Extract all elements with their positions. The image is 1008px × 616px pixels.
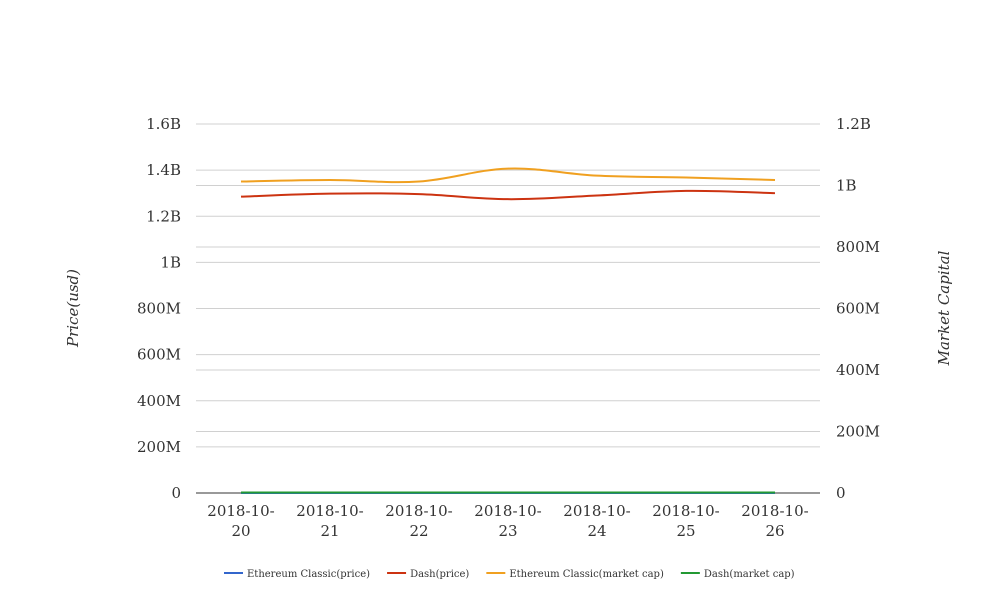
legend[interactable]: Ethereum Classic(price) Dash(price) Ethere… <box>224 569 795 580</box>
left-tick-label: 0 <box>171 484 181 502</box>
series-line-ethereum-classic-market-cap <box>240 167 776 184</box>
series-line-dash-price <box>240 189 776 201</box>
left-tick-label: 800M <box>137 300 181 318</box>
right-tick-label: 800M <box>836 238 880 256</box>
x-tick-label: 2018-10-26 <box>741 502 808 540</box>
x-tick-label: 2018-10-23 <box>474 502 541 540</box>
right-gridlines <box>196 123 820 432</box>
left-tick-label: 1.2B <box>146 207 181 225</box>
x-tick-label: 2018-10-22 <box>385 502 452 540</box>
left-tick-label: 1.6B <box>146 115 181 133</box>
x-tick-label: 2018-10-21 <box>296 502 363 540</box>
left-tick-label: 600M <box>137 346 181 364</box>
right-tick-label: 600M <box>836 300 880 318</box>
right-tick-label: 1.2B <box>836 115 871 133</box>
left-tick-label: 200M <box>137 438 181 456</box>
legend-label: Dash(price) <box>410 569 469 580</box>
legend-item-dash-market-cap[interactable]: Dash(market cap) <box>680 569 795 580</box>
x-tick-label: 2018-10-20 <box>207 502 274 540</box>
left-tick-label: 400M <box>137 392 181 410</box>
left-tick-label: 1B <box>160 253 181 271</box>
right-tick-label: 1B <box>836 177 857 195</box>
left-y-axis: 0 200M 400M 600M 800M 1B 1.2B 1.4B 1.6B <box>137 115 181 502</box>
legend-label: Dash(market cap) <box>704 569 795 580</box>
right-tick-label: 200M <box>836 423 880 441</box>
right-tick-label: 0 <box>836 484 846 502</box>
x-tick-label: 2018-10-25 <box>652 502 719 540</box>
left-axis-title: Price(usd) <box>64 269 82 348</box>
right-tick-label: 400M <box>836 361 880 379</box>
legend-label: Ethereum Classic(price) <box>247 569 370 580</box>
right-axis-title: Market Capital <box>935 250 953 366</box>
right-y-axis: 0 200M 400M 600M 800M 1B 1.2B <box>836 115 880 502</box>
left-tick-label: 1.4B <box>146 161 181 179</box>
series-lines <box>240 167 776 495</box>
legend-item-ethereum-classic-market-cap[interactable]: Ethereum Classic(market cap) <box>486 569 664 580</box>
x-tick-label: 2018-10-24 <box>563 502 630 540</box>
legend-item-ethereum-classic-price[interactable]: Ethereum Classic(price) <box>224 569 370 580</box>
x-axis: 2018-10-20 2018-10-21 2018-10-22 2018-10-23… <box>207 502 808 540</box>
legend-label: Ethereum Classic(market cap) <box>509 569 664 580</box>
legend-item-dash-price[interactable]: Dash(price) <box>387 569 469 580</box>
left-gridlines <box>196 123 820 448</box>
